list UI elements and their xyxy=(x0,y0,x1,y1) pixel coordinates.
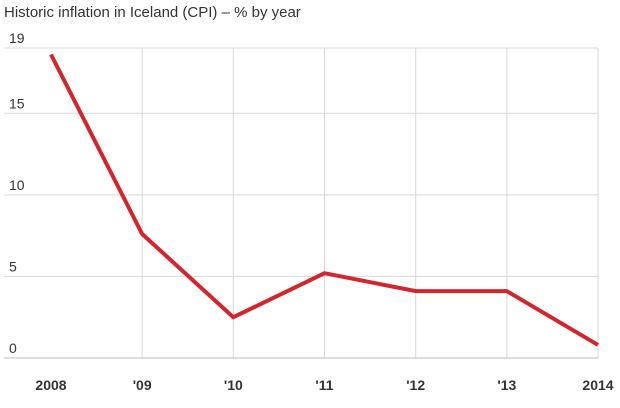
y-axis-ticks: 0 5 10 15 19 xyxy=(9,30,25,356)
x-tick-label: '10 xyxy=(224,377,243,393)
y-tick-label: 15 xyxy=(9,95,25,111)
x-tick-label: 2014 xyxy=(582,377,613,393)
y-tick-label: 0 xyxy=(9,340,17,356)
grid xyxy=(4,47,599,359)
series-layer xyxy=(49,53,600,347)
y-tick-label: 5 xyxy=(9,258,17,274)
x-tick-label: 2008 xyxy=(35,377,66,393)
x-tick-label: '13 xyxy=(497,377,516,393)
y-tick-label: 10 xyxy=(9,177,25,193)
x-tick-label: '09 xyxy=(133,377,152,393)
x-axis-ticks: 2008 '09 '10 '11 '12 '13 2014 xyxy=(35,377,613,393)
chart-title: Historic inflation in Iceland (CPI) – % … xyxy=(4,4,301,21)
x-tick-label: '11 xyxy=(315,377,333,393)
y-tick-label: 19 xyxy=(9,30,25,46)
x-tick-label: '12 xyxy=(406,377,425,393)
